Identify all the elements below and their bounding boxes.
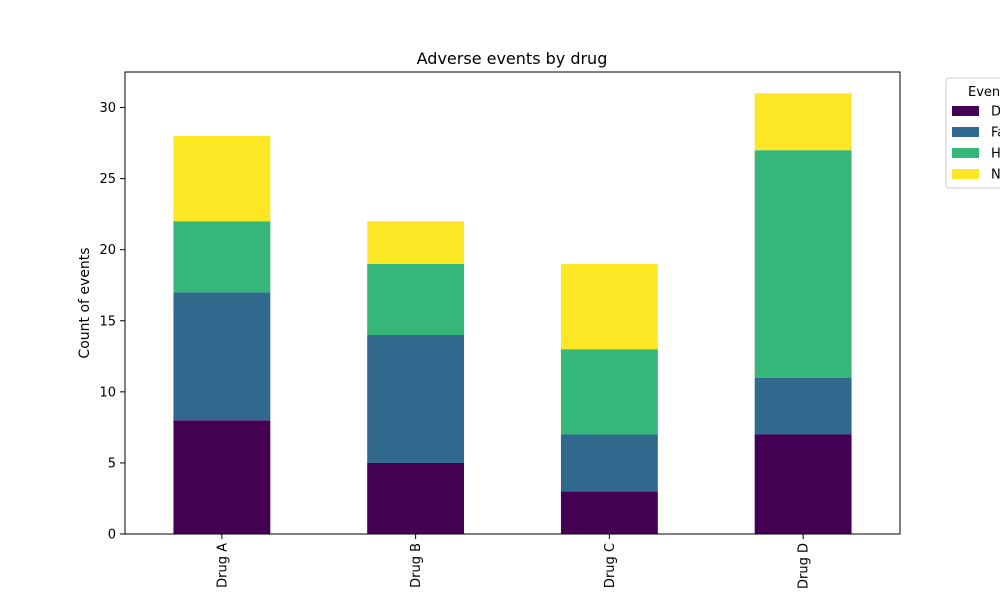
legend-swatch (952, 106, 979, 116)
legend-swatch (952, 169, 979, 179)
x-tick-label: Drug B (409, 543, 424, 588)
legend-swatch (952, 127, 979, 137)
y-tick-label: 20 (99, 243, 116, 258)
x-tick-label: Drug C (603, 543, 618, 588)
legend-label: N (991, 168, 1000, 183)
bar-segment (560, 491, 658, 534)
bar-segment (367, 462, 465, 534)
chart-title: Adverse events by drug (417, 49, 608, 68)
bar-segment (754, 434, 852, 534)
legend-label: Fa (991, 126, 1000, 141)
y-tick-label: 0 (108, 528, 116, 543)
bar-segment (754, 93, 852, 151)
y-axis-label: Count of events (77, 247, 93, 358)
y-tick-label: 10 (99, 385, 116, 400)
bar-segment (754, 150, 852, 378)
bar-segment (754, 377, 852, 435)
bar-segment (367, 334, 465, 463)
bar-segment (560, 349, 658, 435)
y-tick-label: 15 (99, 314, 116, 329)
x-tick-label: Drug D (797, 543, 812, 589)
bar-segment (173, 135, 271, 222)
bar-segment (173, 420, 271, 534)
bar-segment (367, 221, 465, 264)
bar-segment (173, 292, 271, 421)
y-tick-label: 25 (99, 172, 116, 187)
legend-title: Even (968, 85, 1000, 100)
legend-label: H (991, 147, 1000, 162)
bar-segment (560, 434, 658, 492)
bar-segment (173, 221, 271, 293)
y-axis: 0 5 10 15 20 25 30 (99, 101, 125, 543)
legend: Even D Fa HN (945, 77, 1000, 189)
bar-segment (367, 263, 465, 335)
x-tick-label: Drug A (215, 543, 230, 588)
bars-group (173, 93, 852, 534)
bar-segment (560, 263, 658, 350)
legend-swatch (952, 148, 979, 158)
x-axis: Drug A Drug B Drug C Drug D (215, 534, 812, 589)
legend-label: D (991, 105, 1000, 120)
plot-frame (124, 71, 901, 535)
y-tick-label: 30 (99, 101, 116, 116)
y-tick-label: 5 (108, 456, 116, 471)
legend-items: D Fa HN (952, 105, 1000, 183)
